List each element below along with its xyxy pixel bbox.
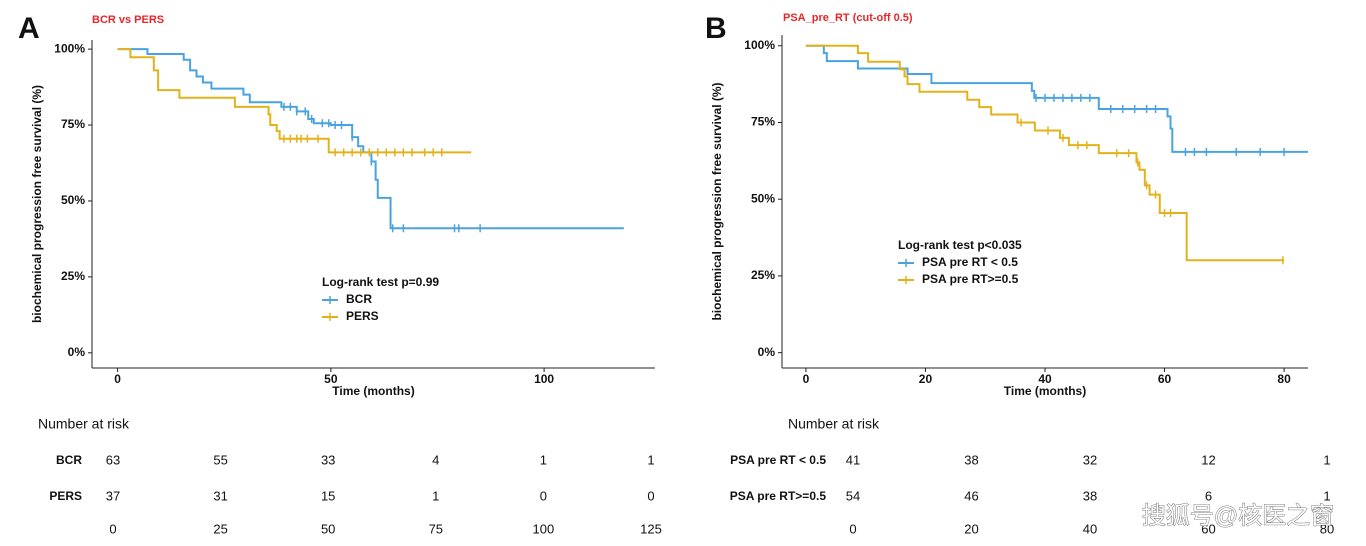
x-tick-label: 20 [919,372,933,386]
risk-count: 0 [647,488,654,503]
legend-title: Log-rank test p<0.035 [898,238,1022,252]
y-tick-label: 25% [751,268,775,282]
risk-count: 33 [321,452,335,467]
risk-count: 0 [540,488,547,503]
risk-count: 1 [647,452,654,467]
y-tick-label: 100% [744,38,775,52]
y-tick-label: 25% [61,269,85,283]
risk-row-label: PSA pre RT>=0.5 [730,489,827,503]
risk-count: 38 [964,452,978,467]
panel-label: A [18,12,40,45]
chart-title: BCR vs PERS [92,14,164,26]
y-tick-label: 50% [751,191,775,205]
risk-count: 32 [1083,452,1097,467]
risk-time: 50 [321,521,335,536]
watermark: 搜狐号@核医之窗 [1142,502,1334,529]
risk-count: 1 [1323,488,1330,503]
risk-count: 1 [540,452,547,467]
survival-curve [117,48,472,154]
y-axis-title: biochemical progression free survival (%… [30,85,44,323]
x-axis-title: Time (months) [332,384,414,398]
y-tick-label: 75% [751,115,775,129]
legend-title: Log-rank test p=0.99 [322,275,439,289]
legend-label: PERS [346,309,379,323]
survival-curve [805,44,1285,262]
x-tick-label: 80 [1277,372,1291,386]
y-tick-label: 75% [61,117,85,131]
risk-time: 100 [533,521,555,536]
risk-time: 80 [1320,521,1334,536]
legend-label: PSA pre RT < 0.5 [922,255,1018,269]
y-tick-label: 50% [61,193,85,207]
risk-row-label: PSA pre RT < 0.5 [730,453,826,467]
risk-count: 12 [1201,452,1215,467]
risk-time: 125 [640,521,662,536]
legend-label: BCR [346,292,372,306]
risk-time: 40 [1083,521,1097,536]
y-axis-title: biochemical progression free survival (%… [710,82,724,320]
y-tick-label: 100% [54,41,85,55]
risk-count: 4 [432,452,439,467]
risk-count: 46 [964,488,978,503]
y-tick-label: 0% [758,345,776,359]
risk-time: 25 [213,521,227,536]
risk-count: 63 [106,452,120,467]
risk-count: 1 [432,488,439,503]
risk-count: 15 [321,488,335,503]
x-tick-label: 100 [534,372,554,386]
x-tick-label: 0 [114,372,121,386]
risk-time: 0 [109,521,116,536]
panel-label: B [705,12,727,45]
legend-label: PSA pre RT>=0.5 [922,272,1019,286]
risk-count: 6 [1205,488,1212,503]
risk-time: 0 [849,521,856,536]
y-tick-label: 0% [68,345,86,359]
x-tick-label: 0 [803,372,810,386]
risk-time: 20 [964,521,978,536]
risk-row-label: PERS [49,489,82,503]
risk-count: 41 [846,452,860,467]
x-axis-title: Time (months) [1004,384,1086,398]
risk-table-title: Number at risk [38,416,130,432]
risk-count: 37 [106,488,120,503]
x-tick-label: 60 [1158,372,1172,386]
risk-count: 38 [1083,488,1097,503]
x-tick-label: 50 [324,372,338,386]
chart-title: PSA_pre_RT (cut-off 0.5) [783,12,913,24]
risk-table-title: Number at risk [788,416,880,432]
risk-count: 55 [213,452,227,467]
risk-count: 31 [213,488,227,503]
x-tick-label: 40 [1038,372,1052,386]
risk-count: 54 [846,488,860,503]
risk-time: 75 [429,521,443,536]
risk-row-label: BCR [56,453,82,467]
risk-time: 60 [1201,521,1215,536]
survival-curve [805,44,1308,153]
risk-count: 1 [1323,452,1330,467]
